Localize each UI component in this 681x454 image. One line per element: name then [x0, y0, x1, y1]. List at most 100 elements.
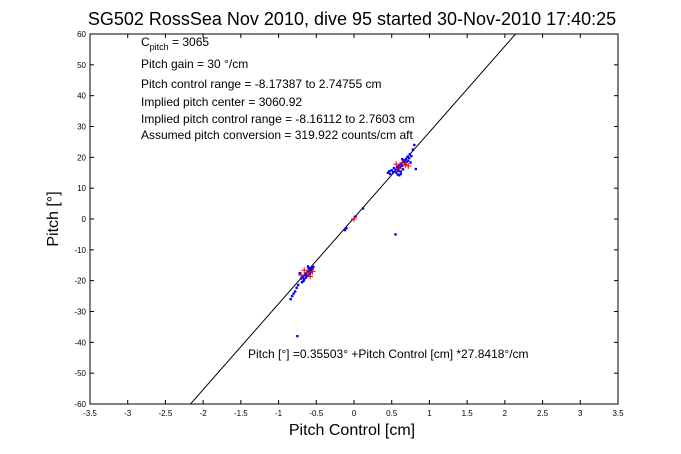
series-1-point-9 [307, 273, 314, 280]
series-0-point-33 [399, 172, 402, 176]
series-0-point-15 [401, 164, 404, 168]
x-tick-label: 0 [352, 409, 357, 418]
series-1-point-2 [405, 162, 412, 169]
series-0-point-64 [354, 215, 357, 218]
series-0-point-14 [400, 162, 403, 165]
series-0-point-1 [388, 170, 391, 173]
series-0-point-11 [398, 163, 401, 167]
series-0-point-65 [361, 207, 365, 210]
series-0-point-3 [390, 169, 393, 172]
series-0-point-67 [296, 334, 299, 338]
y-tick-label: -10 [74, 246, 86, 255]
x-tick-label: 1.5 [462, 409, 474, 418]
chart-title: SG502 RossSea Nov 2010, dive 95 started … [88, 9, 616, 29]
series-0-point-2 [389, 172, 392, 176]
series-0-point-47 [303, 278, 306, 281]
series-0-point-39 [309, 268, 312, 271]
series-1-point-7 [309, 268, 316, 275]
series-0-point-48 [302, 279, 305, 283]
x-tick-label: -2.5 [159, 409, 173, 418]
series-0-point-12 [398, 166, 402, 169]
series-0-point-21 [405, 160, 408, 163]
series-0-point-6 [394, 168, 397, 171]
series-0-point-16 [401, 168, 405, 171]
series-0-point-55 [293, 290, 297, 293]
series-0-point-49 [301, 276, 304, 279]
x-axis-ticks: -3.5 -3 -2.5 -2 -1.5 -1 -0.5 0 0.5 1 1.5 2 2.5 3 3.5 [83, 34, 624, 418]
annotation-pitch-center: Cpitch = 3065 [141, 35, 209, 52]
series-0-point-29 [413, 143, 416, 147]
annotation-pitch-gain: Pitch gain = 30 °/cm [141, 57, 248, 71]
series-0-point-0 [386, 171, 390, 174]
series-0-point-63 [343, 228, 347, 232]
y-tick-label: 40 [77, 92, 86, 101]
x-tick-label: -0.5 [309, 409, 323, 418]
plot-area [89, 33, 619, 405]
annotation-pitch-conversion: Assumed pitch conversion = 319.922 count… [141, 128, 413, 142]
series-1-point-4 [399, 159, 406, 166]
series-0-point-53 [296, 283, 300, 287]
series-1-point-1 [402, 161, 409, 168]
series-0-point-10 [397, 169, 400, 173]
y-tick-label: 20 [77, 153, 86, 162]
series-0-point-26 [409, 161, 412, 164]
series-1-point-10 [351, 216, 357, 222]
annotation-implied-range: Implied pitch control range = -8.16112 t… [141, 112, 415, 126]
series-0-point-40 [308, 273, 311, 276]
y-tick-label: 10 [77, 184, 86, 193]
y-tick-label: 60 [77, 30, 86, 39]
series-0-point-58 [289, 297, 292, 301]
series-0-point-50 [300, 281, 304, 284]
x-tick-label: 2 [503, 409, 508, 418]
series-0-point-35 [312, 265, 315, 268]
series-0-point-42 [306, 265, 310, 268]
series-0-point-46 [303, 273, 307, 277]
x-tick-label: 3 [578, 409, 583, 418]
series-0-point-52 [298, 272, 301, 275]
x-tick-label: -1 [275, 409, 283, 418]
series-0-point-34 [401, 157, 404, 161]
y-axis-ticks: -60 -50 -40 -30 -20 -10 0 10 20 30 40 50 60 [74, 30, 618, 409]
series-1-point-5 [304, 269, 311, 276]
series-0-point-22 [406, 155, 409, 158]
series-1-point-3 [393, 161, 400, 168]
series-0-point-59 [307, 266, 310, 270]
y-tick-label: -20 [74, 277, 86, 286]
series-0-point-8 [395, 165, 399, 168]
y-tick-label: -30 [74, 308, 86, 317]
annotation-block: Cpitch = 3065 Pitch gain = 30 °/cm Pitch… [141, 35, 415, 142]
series-0-point-5 [392, 166, 396, 170]
x-tick-label: 0.5 [386, 409, 398, 418]
y-tick-label: 30 [77, 123, 86, 132]
series-1-point-8 [301, 267, 308, 274]
series-0-point-45 [304, 276, 307, 279]
series-0-point-41 [307, 270, 310, 274]
series-0-point-18 [403, 159, 406, 162]
series-0-point-25 [408, 153, 412, 156]
annotation-pitch-control-range: Pitch control range = -8.17387 to 2.7475… [141, 77, 382, 91]
x-tick-label: 2.5 [537, 409, 549, 418]
series-0-point-43 [306, 275, 309, 278]
series-0-point-57 [290, 294, 294, 298]
series-0-point-28 [411, 148, 415, 151]
x-tick-label: 3.5 [612, 409, 624, 418]
series-0-point-23 [407, 159, 410, 162]
series-0-point-7 [395, 171, 398, 174]
y-axis-label: Pitch [°] [45, 191, 62, 246]
fit-equation-label: Pitch [°] =0.35503° +Pitch Control [cm] … [248, 347, 529, 361]
series-0-point-37 [310, 266, 313, 269]
x-tick-label: -1.5 [234, 409, 248, 418]
x-tick-label: -3 [124, 409, 132, 418]
series-0-point-17 [402, 160, 405, 164]
series-0-point-60 [309, 272, 312, 275]
series-0-point-66 [394, 233, 397, 236]
y-tick-label: -60 [74, 400, 86, 409]
series-0-point-31 [396, 173, 399, 176]
series-1-point-0 [396, 165, 403, 172]
series-0-point-13 [399, 170, 402, 173]
x-tick-label: -3.5 [83, 409, 97, 418]
y-tick-label: 50 [77, 61, 86, 70]
series-0-point-30 [414, 167, 418, 171]
series-0-point-44 [305, 272, 308, 276]
